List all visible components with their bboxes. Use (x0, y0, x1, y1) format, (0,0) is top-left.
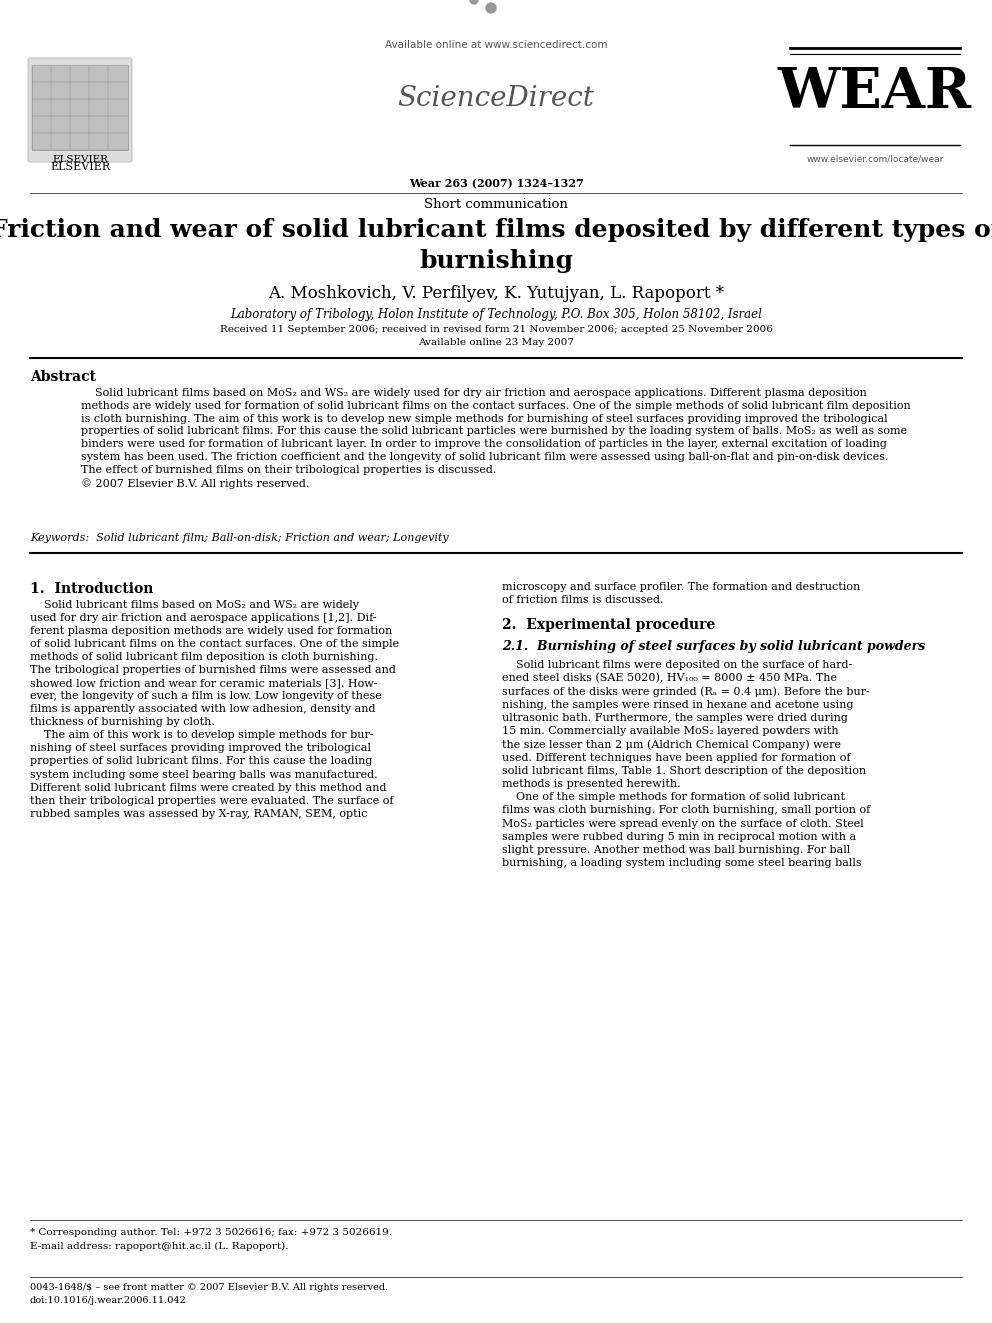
Text: ScienceDirect: ScienceDirect (398, 85, 594, 112)
Text: Available online at www.sciencedirect.com: Available online at www.sciencedirect.co… (385, 40, 607, 50)
Text: 1.  Introduction: 1. Introduction (30, 582, 154, 595)
Text: E-mail address: rapoport@hit.ac.il (L. Rapoport).: E-mail address: rapoport@hit.ac.il (L. R… (30, 1242, 289, 1252)
Text: www.elsevier.com/locate/wear: www.elsevier.com/locate/wear (806, 155, 943, 164)
Text: Solid lubricant films based on MoS₂ and WS₂ are widely
used for dry air friction: Solid lubricant films based on MoS₂ and … (30, 601, 399, 819)
Text: 2.  Experimental procedure: 2. Experimental procedure (502, 618, 715, 632)
Text: Wear 263 (2007) 1324–1327: Wear 263 (2007) 1324–1327 (409, 179, 583, 189)
Text: Solid lubricant films were deposited on the surface of hard-
ened steel disks (S: Solid lubricant films were deposited on … (502, 660, 870, 868)
Text: Received 11 September 2006; received in revised form 21 November 2006; accepted : Received 11 September 2006; received in … (219, 325, 773, 333)
Text: Short communication: Short communication (424, 198, 568, 210)
Text: Available online 23 May 2007: Available online 23 May 2007 (418, 337, 574, 347)
Text: * Corresponding author. Tel: +972 3 5026616; fax: +972 3 5026619.: * Corresponding author. Tel: +972 3 5026… (30, 1228, 392, 1237)
Bar (32, 65, 128, 149)
Text: ELSEVIER: ELSEVIER (50, 161, 110, 172)
Text: Laboratory of Tribology, Holon Institute of Technology, P.O. Box 305, Holon 5810: Laboratory of Tribology, Holon Institute… (230, 308, 762, 321)
Circle shape (486, 3, 496, 13)
Text: 2.1.  Burnishing of steel surfaces by solid lubricant powders: 2.1. Burnishing of steel surfaces by sol… (502, 640, 926, 654)
Text: A. Moshkovich, V. Perfilyev, K. Yutujyan, L. Rapoport *: A. Moshkovich, V. Perfilyev, K. Yutujyan… (268, 284, 724, 302)
Text: 0043-1648/$ – see front matter © 2007 Elsevier B.V. All rights reserved.: 0043-1648/$ – see front matter © 2007 El… (30, 1283, 388, 1293)
Text: Friction and wear of solid lubricant films deposited by different types of
burni: Friction and wear of solid lubricant fil… (0, 218, 992, 273)
Text: microscopy and surface profiler. The formation and destruction
of friction films: microscopy and surface profiler. The for… (502, 582, 860, 605)
Text: WEAR: WEAR (778, 65, 972, 120)
Text: Solid lubricant films based on MoS₂ and WS₂ are widely used for dry air friction: Solid lubricant films based on MoS₂ and … (81, 388, 911, 488)
Circle shape (470, 0, 478, 4)
Text: Abstract: Abstract (30, 370, 96, 384)
Text: Keywords:  Solid lubricant film; Ball-on-disk; Friction and wear; Longevity: Keywords: Solid lubricant film; Ball-on-… (30, 533, 448, 542)
Text: doi:10.1016/j.wear.2006.11.042: doi:10.1016/j.wear.2006.11.042 (30, 1297, 186, 1304)
Text: ELSEVIER: ELSEVIER (52, 155, 108, 164)
FancyBboxPatch shape (28, 58, 132, 161)
